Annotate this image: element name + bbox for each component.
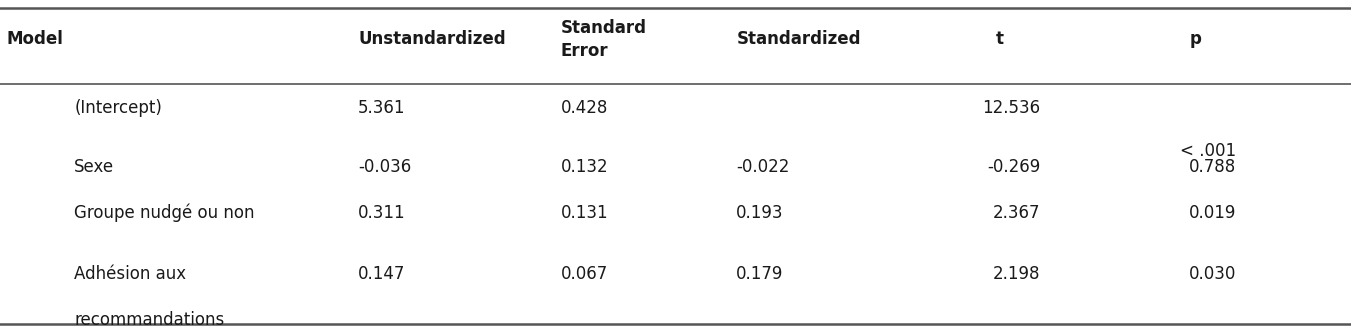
Text: -0.269: -0.269 xyxy=(988,158,1040,176)
Text: 12.536: 12.536 xyxy=(982,99,1040,117)
Text: Sexe: Sexe xyxy=(74,158,115,176)
Text: Groupe nudgé ou non: Groupe nudgé ou non xyxy=(74,204,255,222)
Text: -0.036: -0.036 xyxy=(358,158,411,176)
Text: (Intercept): (Intercept) xyxy=(74,99,162,117)
Text: 0.788: 0.788 xyxy=(1189,158,1236,176)
Text: 0.067: 0.067 xyxy=(561,265,608,283)
Text: t: t xyxy=(996,31,1004,48)
Text: Adhésion aux: Adhésion aux xyxy=(74,265,186,283)
Text: 0.131: 0.131 xyxy=(561,204,608,222)
Text: -0.022: -0.022 xyxy=(736,158,790,176)
Text: 0.019: 0.019 xyxy=(1189,204,1236,222)
Text: 2.367: 2.367 xyxy=(993,204,1040,222)
Text: 5.361: 5.361 xyxy=(358,99,405,117)
Text: 0.147: 0.147 xyxy=(358,265,405,283)
Text: 0.193: 0.193 xyxy=(736,204,784,222)
Text: recommandations: recommandations xyxy=(74,311,224,329)
Text: 0.030: 0.030 xyxy=(1189,265,1236,283)
Text: Standardized: Standardized xyxy=(736,31,861,48)
Text: Model: Model xyxy=(7,31,63,48)
Text: p: p xyxy=(1190,31,1201,48)
Text: 0.179: 0.179 xyxy=(736,265,784,283)
Text: 0.132: 0.132 xyxy=(561,158,608,176)
Text: Unstandardized: Unstandardized xyxy=(358,31,505,48)
Text: 2.198: 2.198 xyxy=(993,265,1040,283)
Text: 0.428: 0.428 xyxy=(561,99,608,117)
Text: < .001: < .001 xyxy=(1179,141,1236,160)
Text: 0.311: 0.311 xyxy=(358,204,405,222)
Text: Standard
Error: Standard Error xyxy=(561,19,647,60)
